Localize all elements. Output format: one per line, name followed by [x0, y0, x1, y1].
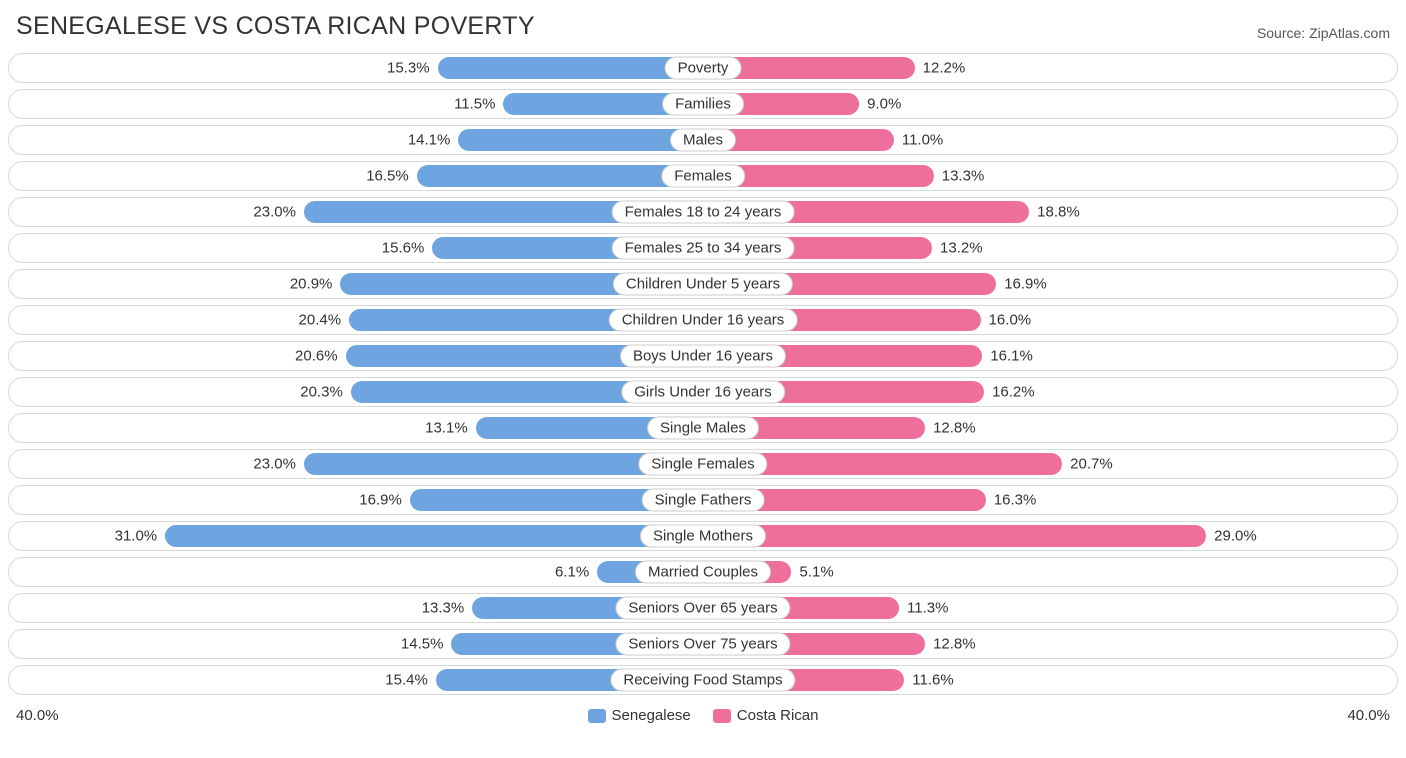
category-pill: Children Under 16 years — [609, 309, 798, 332]
value-left: 6.1% — [555, 564, 589, 581]
chart-row: 20.3% 16.2% Girls Under 16 years — [8, 377, 1398, 407]
chart-row: 23.0% 20.7% Single Females — [8, 449, 1398, 479]
bar-left — [165, 525, 703, 547]
category-pill: Single Mothers — [640, 525, 766, 548]
value-left: 14.5% — [401, 636, 444, 653]
value-right: 16.9% — [1004, 276, 1047, 293]
value-right: 16.1% — [990, 348, 1033, 365]
value-left: 11.5% — [454, 96, 495, 113]
value-right: 20.7% — [1070, 456, 1113, 473]
category-pill: Females 18 to 24 years — [612, 201, 795, 224]
value-right: 29.0% — [1214, 528, 1257, 545]
legend-label: Senegalese — [612, 707, 691, 724]
chart-row: 20.9% 16.9% Children Under 5 years — [8, 269, 1398, 299]
category-pill: Single Females — [638, 453, 767, 476]
value-left: 20.9% — [290, 276, 333, 293]
chart-row: 31.0% 29.0% Single Mothers — [8, 521, 1398, 551]
category-pill: Children Under 5 years — [613, 273, 793, 296]
value-left: 16.5% — [366, 168, 409, 185]
category-pill: Families — [662, 93, 744, 116]
chart-row: 15.6% 13.2% Females 25 to 34 years — [8, 233, 1398, 263]
category-pill: Seniors Over 75 years — [615, 633, 790, 656]
chart-rows: 15.3%12.2%Poverty11.5%9.0%Families14.1%1… — [8, 49, 1398, 699]
value-left: 23.0% — [253, 456, 296, 473]
value-right: 16.3% — [994, 492, 1037, 509]
chart-title: SENEGALESE VS COSTA RICAN POVERTY — [16, 12, 535, 41]
value-left: 20.6% — [295, 348, 338, 365]
value-right: 16.2% — [992, 384, 1035, 401]
value-right: 18.8% — [1037, 204, 1080, 221]
bar-left — [438, 57, 703, 79]
legend: Senegalese Costa Rican — [588, 707, 819, 724]
legend-item: Costa Rican — [713, 707, 819, 724]
chart-row: 11.5% 9.0% Families — [8, 89, 1398, 119]
value-left: 15.6% — [382, 240, 425, 257]
axis-max-right: 40.0% — [1347, 707, 1390, 724]
category-pill: Single Males — [647, 417, 759, 440]
bar-left — [417, 165, 703, 187]
category-pill: Married Couples — [635, 561, 771, 584]
value-left: 16.9% — [359, 492, 402, 509]
value-left: 15.3% — [387, 60, 430, 77]
chart-header: SENEGALESE VS COSTA RICAN POVERTY Source… — [8, 8, 1398, 49]
chart-row: 20.6% 16.1% Boys Under 16 years — [8, 341, 1398, 371]
category-pill: Single Fathers — [642, 489, 765, 512]
chart-row: 14.1% 11.0% Males — [8, 125, 1398, 155]
chart-row: 13.1% 12.8% Single Males — [8, 413, 1398, 443]
value-right: 12.8% — [933, 636, 976, 653]
value-right: 11.6% — [912, 672, 953, 689]
value-right: 5.1% — [799, 564, 833, 581]
value-right: 12.2% — [923, 60, 966, 77]
value-left: 13.3% — [422, 600, 465, 617]
axis-max-left: 40.0% — [16, 707, 59, 724]
value-left: 20.3% — [300, 384, 343, 401]
chart-row: 20.4% 16.0% Children Under 16 years — [8, 305, 1398, 335]
chart-row: 13.3% 11.3% Seniors Over 65 years — [8, 593, 1398, 623]
value-right: 11.0% — [902, 132, 943, 149]
value-left: 20.4% — [299, 312, 342, 329]
category-pill: Poverty — [665, 57, 742, 80]
chart-row: 15.3% 12.2% Poverty — [8, 53, 1398, 83]
value-right: 12.8% — [933, 420, 976, 437]
legend-swatch — [713, 709, 731, 723]
category-pill: Males — [670, 129, 736, 152]
chart-footer: 40.0% Senegalese Costa Rican 40.0% — [8, 699, 1398, 724]
category-pill: Girls Under 16 years — [621, 381, 785, 404]
value-right: 9.0% — [867, 96, 901, 113]
value-right: 13.3% — [942, 168, 985, 185]
value-left: 23.0% — [253, 204, 296, 221]
category-pill: Receiving Food Stamps — [610, 669, 795, 692]
value-right: 11.3% — [907, 600, 948, 617]
value-left: 14.1% — [408, 132, 451, 149]
value-left: 15.4% — [385, 672, 428, 689]
value-left: 31.0% — [115, 528, 158, 545]
chart-row: 14.5% 12.8% Seniors Over 75 years — [8, 629, 1398, 659]
chart-source: Source: ZipAtlas.com — [1257, 25, 1390, 41]
category-pill: Boys Under 16 years — [620, 345, 786, 368]
bar-left — [458, 129, 703, 151]
bar-right — [703, 525, 1206, 547]
chart-row: 6.1% 5.1% Married Couples — [8, 557, 1398, 587]
category-pill: Females — [661, 165, 745, 188]
legend-label: Costa Rican — [737, 707, 819, 724]
category-pill: Females 25 to 34 years — [612, 237, 795, 260]
value-left: 13.1% — [425, 420, 468, 437]
legend-item: Senegalese — [588, 707, 691, 724]
value-right: 16.0% — [989, 312, 1032, 329]
chart-row: 15.4% 11.6% Receiving Food Stamps — [8, 665, 1398, 695]
chart-row: 16.9% 16.3% Single Fathers — [8, 485, 1398, 515]
legend-swatch — [588, 709, 606, 723]
category-pill: Seniors Over 65 years — [615, 597, 790, 620]
value-right: 13.2% — [940, 240, 983, 257]
chart-row: 16.5% 13.3% Females — [8, 161, 1398, 191]
diverging-bar-chart: SENEGALESE VS COSTA RICAN POVERTY Source… — [8, 8, 1398, 724]
chart-row: 23.0% 18.8% Females 18 to 24 years — [8, 197, 1398, 227]
